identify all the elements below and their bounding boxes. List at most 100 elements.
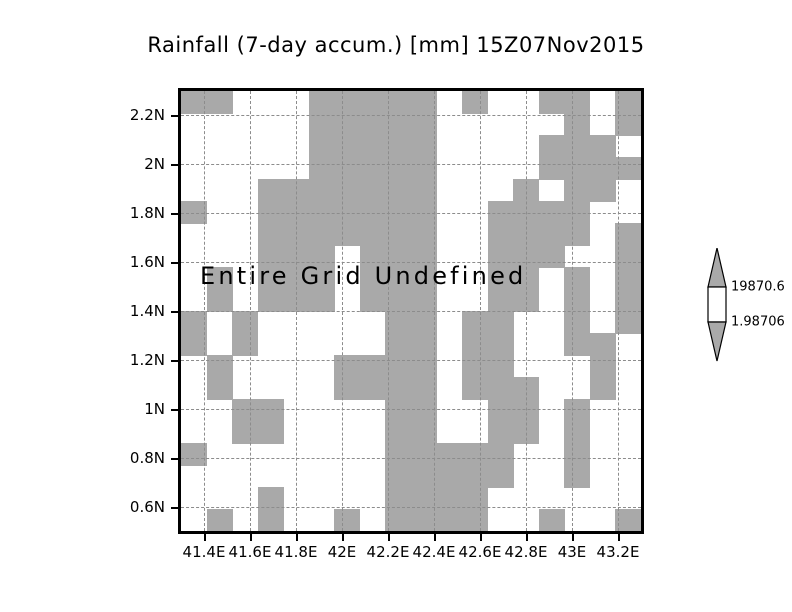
heatmap-cell: [334, 91, 361, 114]
y-axis-tick-label: 1.2N: [129, 350, 165, 369]
heatmap-cell: [308, 289, 335, 312]
heatmap-cell: [564, 421, 591, 444]
y-axis-tick: [171, 164, 178, 167]
y-axis-tick-label: 0.8N: [129, 448, 165, 467]
heatmap-cell: [487, 201, 514, 224]
heatmap-cell: [181, 201, 208, 224]
heatmap-cell: [538, 509, 565, 531]
y-axis-tick: [171, 408, 178, 411]
y-axis-tick: [171, 213, 178, 216]
heatmap-cell: [411, 311, 438, 334]
heatmap-cell: [589, 135, 617, 158]
heatmap-cell: [359, 377, 387, 400]
gridline-horizontal: [181, 164, 641, 166]
heatmap-cell: [232, 333, 259, 356]
heatmap-cell: [334, 157, 361, 180]
heatmap-cell: [385, 223, 412, 246]
heatmap-cell: [334, 377, 361, 400]
heatmap-cell: [462, 487, 489, 510]
heatmap-cell: [564, 135, 591, 158]
heatmap-cell: [487, 465, 514, 488]
heatmap-cell: [334, 113, 361, 136]
heatmap-cell: [615, 311, 641, 334]
x-axis-tick-label: 41.6E: [228, 543, 272, 561]
colorbar[interactable]: 19870.6 1.98706: [700, 248, 790, 363]
heatmap-cell: [334, 355, 361, 378]
heatmap-cell: [615, 289, 641, 312]
heatmap-cell: [436, 443, 463, 466]
heatmap-cell: [487, 289, 514, 312]
heatmap-cell: [334, 509, 361, 531]
y-axis-tick: [171, 311, 178, 313]
heatmap-cell: [615, 245, 641, 268]
heatmap-cell: [564, 91, 591, 114]
heatmap-cell: [411, 333, 438, 356]
y-axis-tick-label: 1.4N: [129, 302, 165, 320]
heatmap-cell: [206, 509, 233, 531]
heatmap-cell: [232, 421, 259, 444]
heatmap-cell: [411, 509, 438, 531]
y-axis-tick: [171, 115, 178, 118]
heatmap-cell: [181, 333, 208, 356]
x-axis-tick-label: 43.2E: [596, 543, 640, 561]
y-axis-tick: [171, 262, 178, 265]
plot-area[interactable]: [178, 88, 644, 534]
gridline-horizontal: [181, 359, 641, 361]
y-axis-tick: [171, 457, 178, 460]
heatmap-cell: [487, 267, 514, 290]
heatmap-cell: [589, 377, 617, 400]
x-axis-tick-label: 42.8E: [504, 543, 548, 561]
heatmap-cell: [232, 311, 259, 334]
heatmap-cell: [411, 399, 438, 422]
page-title: Rainfall (7-day accum.) [mm] 15Z07Nov201…: [147, 33, 645, 57]
y-axis-tick-label: 1.6N: [129, 253, 165, 272]
heatmap-cell: [359, 91, 387, 114]
heatmap-cell: [385, 333, 412, 356]
heatmap-cell: [385, 157, 412, 180]
heatmap-cell: [334, 223, 361, 246]
gridline-horizontal: [181, 457, 641, 459]
heatmap-cell: [334, 135, 361, 158]
heatmap-cell: [257, 179, 284, 202]
x-axis-tick: [296, 534, 298, 541]
heatmap-cell: [487, 443, 514, 466]
heatmap-cell: [615, 157, 641, 180]
heatmap-cell: [359, 355, 387, 378]
heatmap-canvas: [181, 91, 641, 531]
colorbar-shape: [707, 248, 727, 362]
gridline-horizontal: [181, 506, 641, 508]
heatmap-cell: [257, 223, 284, 246]
heatmap-cell: [462, 333, 489, 356]
heatmap-cell: [257, 399, 284, 422]
heatmap-cell: [385, 443, 412, 466]
heatmap-cell: [385, 465, 412, 488]
heatmap-cell: [615, 509, 641, 531]
heatmap-cell: [385, 487, 412, 510]
heatmap-cell: [487, 421, 514, 444]
y-axis-tick-label: 2N: [144, 155, 165, 174]
x-axis-tick-label: 43E: [557, 543, 587, 561]
heatmap-cell: [359, 179, 387, 202]
x-axis-tick: [388, 534, 390, 541]
heatmap-cell: [564, 223, 591, 246]
y-axis-tick-label: 1.8N: [129, 204, 165, 223]
heatmap-cell: [564, 201, 591, 224]
heatmap-cell: [385, 289, 412, 312]
heatmap-cell: [308, 223, 335, 246]
x-axis-tick: [526, 534, 528, 541]
x-axis-tick: [250, 534, 252, 541]
heatmap-cell: [359, 201, 387, 224]
heatmap-cell: [385, 399, 412, 422]
heatmap-cell: [564, 311, 591, 334]
x-axis-tick-label: 42.2E: [366, 543, 410, 561]
heatmap-cell: [564, 465, 591, 488]
x-axis-tick-label: 41.8E: [274, 543, 318, 561]
heatmap-cell: [308, 135, 335, 158]
heatmap-cell: [411, 267, 438, 290]
y-axis-tick-label: 0.6N: [129, 497, 165, 516]
heatmap-cell: [564, 157, 591, 180]
x-axis-tick-label: 42.4E: [412, 543, 456, 561]
x-axis-tick: [204, 534, 206, 541]
heatmap-cell: [359, 157, 387, 180]
colorbar-lower-label: 1.98706: [731, 314, 785, 330]
